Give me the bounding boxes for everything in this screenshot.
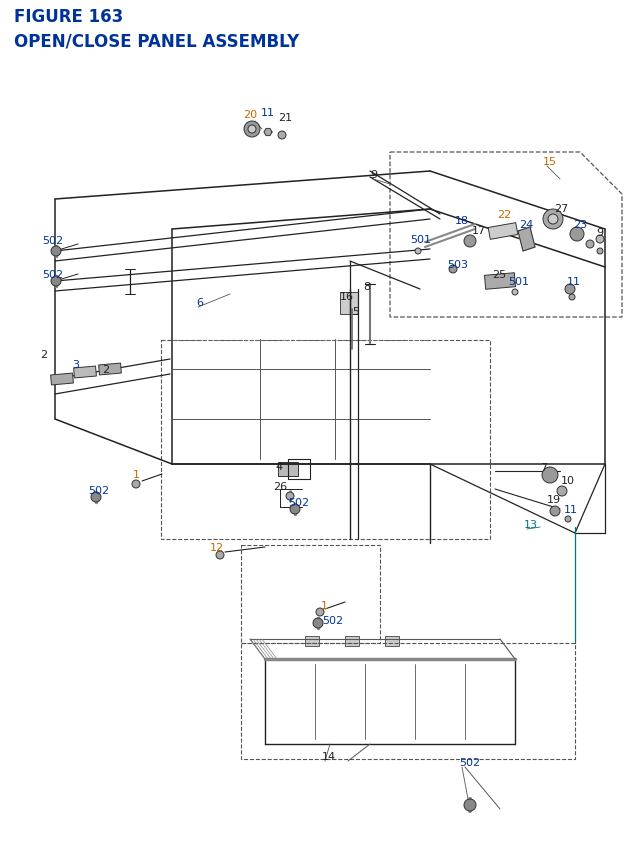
Text: 502: 502	[42, 236, 63, 245]
Circle shape	[51, 247, 61, 257]
Circle shape	[51, 276, 61, 287]
Text: 19: 19	[547, 494, 561, 505]
Circle shape	[244, 122, 260, 138]
Circle shape	[557, 486, 567, 497]
Circle shape	[248, 126, 256, 133]
Text: FIGURE 163: FIGURE 163	[14, 8, 124, 26]
Circle shape	[316, 608, 324, 616]
Text: 12: 12	[210, 542, 224, 553]
Text: 11: 11	[261, 108, 275, 118]
Text: 27: 27	[554, 204, 568, 214]
Circle shape	[548, 214, 558, 225]
Text: 11: 11	[564, 505, 578, 514]
Text: 2: 2	[40, 350, 47, 360]
Text: 4: 4	[275, 461, 282, 472]
Text: 501: 501	[410, 235, 431, 245]
Bar	[74, 367, 97, 379]
Circle shape	[543, 210, 563, 230]
Circle shape	[313, 618, 323, 629]
Text: 501: 501	[508, 276, 529, 287]
Text: 503: 503	[447, 260, 468, 269]
Text: OPEN/CLOSE PANEL ASSEMBLY: OPEN/CLOSE PANEL ASSEMBLY	[14, 32, 300, 50]
Circle shape	[132, 480, 140, 488]
Text: 5: 5	[352, 307, 359, 317]
Polygon shape	[518, 228, 535, 251]
Bar	[99, 363, 122, 375]
Circle shape	[542, 468, 558, 483]
Bar	[305, 636, 319, 647]
Bar	[345, 636, 359, 647]
Circle shape	[550, 506, 560, 517]
Bar	[340, 293, 358, 314]
Text: 502: 502	[88, 486, 109, 495]
Text: 502: 502	[288, 498, 309, 507]
Text: 24: 24	[519, 220, 533, 230]
Text: 3: 3	[72, 360, 79, 369]
Circle shape	[464, 236, 476, 248]
Bar	[51, 374, 74, 386]
Circle shape	[565, 285, 575, 294]
Text: 23: 23	[573, 220, 587, 230]
Circle shape	[596, 236, 604, 244]
Circle shape	[464, 799, 476, 811]
Text: 9: 9	[596, 228, 603, 238]
Text: 22: 22	[497, 210, 511, 220]
Bar	[385, 636, 399, 647]
Circle shape	[415, 249, 421, 255]
Text: 16: 16	[340, 292, 354, 301]
Circle shape	[586, 241, 594, 249]
Circle shape	[569, 294, 575, 300]
Text: 25: 25	[492, 269, 506, 280]
Text: 15: 15	[543, 157, 557, 167]
Text: 11: 11	[567, 276, 581, 287]
Circle shape	[91, 492, 101, 503]
Text: 13: 13	[524, 519, 538, 530]
Text: 18: 18	[455, 216, 469, 226]
Circle shape	[570, 228, 584, 242]
Bar	[278, 462, 298, 476]
Text: 502: 502	[322, 616, 343, 625]
Text: 1: 1	[321, 600, 328, 610]
Polygon shape	[264, 129, 272, 136]
Text: 2: 2	[102, 364, 109, 375]
Circle shape	[597, 249, 603, 255]
Text: 502: 502	[42, 269, 63, 280]
Bar	[488, 223, 518, 240]
Text: 502: 502	[459, 757, 480, 767]
Circle shape	[512, 289, 518, 295]
Circle shape	[565, 517, 571, 523]
Bar	[484, 274, 516, 290]
Circle shape	[290, 505, 300, 514]
Text: 14: 14	[322, 751, 336, 761]
Text: 26: 26	[273, 481, 287, 492]
Circle shape	[286, 492, 294, 500]
Text: 17: 17	[472, 226, 486, 236]
Text: 20: 20	[243, 110, 257, 120]
Circle shape	[216, 551, 224, 560]
Text: 10: 10	[561, 475, 575, 486]
Text: 9: 9	[370, 170, 377, 180]
Text: 1: 1	[133, 469, 140, 480]
Text: 6: 6	[196, 298, 203, 307]
Text: 21: 21	[278, 113, 292, 123]
Text: 7: 7	[540, 462, 547, 473]
Circle shape	[278, 132, 286, 139]
Text: 8: 8	[363, 282, 370, 292]
Circle shape	[449, 266, 457, 274]
